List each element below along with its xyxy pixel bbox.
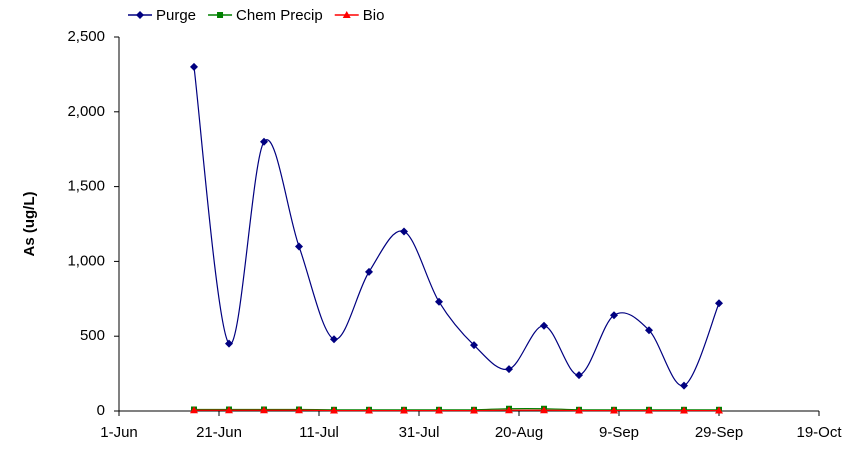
- marker: [190, 406, 198, 414]
- marker: [190, 62, 198, 71]
- x-tick-label: 19-Oct: [796, 424, 842, 441]
- marker: [260, 137, 268, 146]
- x-tick-label: 1-Jun: [100, 424, 138, 441]
- marker: [365, 406, 373, 414]
- x-tick-label: 11-Jul: [299, 424, 339, 441]
- marker: [715, 299, 723, 308]
- legend-label: Purge: [156, 7, 196, 24]
- marker: [470, 406, 478, 414]
- marker: [715, 406, 723, 414]
- marker: [575, 371, 583, 380]
- marker: [540, 321, 548, 330]
- x-tick-label: 9-Sep: [599, 424, 639, 441]
- series-line: [193, 66, 720, 387]
- marker: [540, 406, 548, 414]
- marker: [295, 242, 303, 251]
- marker: [610, 311, 618, 320]
- series-line: [193, 408, 719, 411]
- marker: [365, 267, 373, 276]
- marker: [645, 406, 653, 414]
- marker: [610, 406, 618, 414]
- marker: [295, 406, 303, 414]
- marker: [400, 227, 408, 236]
- marker: [400, 406, 408, 414]
- marker: [330, 406, 338, 414]
- marker: [645, 326, 653, 335]
- x-tick-label: 31-Jul: [399, 424, 440, 441]
- y-tick-label: 1,500: [67, 178, 105, 195]
- marker: [225, 406, 233, 414]
- y-axis-label: As (ug/L): [21, 192, 38, 257]
- legend-label: Chem Precip: [236, 7, 323, 24]
- marker: [435, 406, 443, 414]
- marker: [225, 339, 233, 348]
- marker: [680, 406, 688, 414]
- x-tick-label: 20-Aug: [495, 424, 543, 441]
- y-tick-label: 2,000: [67, 103, 105, 120]
- marker: [680, 381, 688, 390]
- legend-marker: [136, 11, 144, 19]
- y-tick-label: 500: [80, 327, 105, 344]
- marker: [260, 406, 268, 414]
- legend-marker: [342, 11, 351, 18]
- x-tick-label: 21-Jun: [196, 424, 242, 441]
- y-tick-label: 1,000: [67, 252, 105, 269]
- marker: [330, 335, 338, 344]
- y-tick-label: 2,500: [67, 28, 105, 45]
- marker: [505, 406, 513, 414]
- marker: [575, 406, 583, 414]
- legend-marker: [217, 12, 224, 18]
- marker: [435, 297, 443, 306]
- marker: [505, 365, 513, 374]
- x-tick-label: 29-Sep: [695, 424, 743, 441]
- marker: [470, 341, 478, 350]
- legend-label: Bio: [363, 7, 385, 24]
- y-tick-label: 0: [97, 402, 105, 419]
